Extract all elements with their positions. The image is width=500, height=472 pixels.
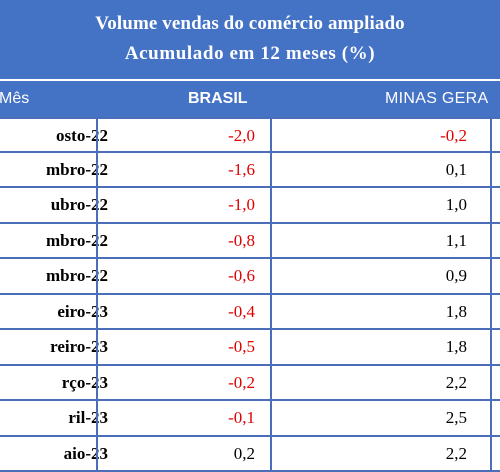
column-header-brasil: BRASIL	[188, 90, 248, 108]
cell-mes: mbro-22	[46, 160, 108, 180]
column-divider	[270, 188, 272, 222]
table-row: eiro-23 -0,4 1,8	[0, 295, 500, 331]
cell-brasil: -0,6	[160, 266, 255, 286]
column-divider	[490, 295, 492, 329]
cell-mes: mbro-22	[46, 231, 108, 251]
cell-brasil: -2,0	[160, 126, 255, 146]
table-title: Volume vendas do comércio ampliado	[0, 13, 500, 35]
table-subtitle: Acumulado em 12 meses (%)	[0, 43, 500, 65]
cell-brasil: 0,2	[160, 444, 255, 464]
table-row: ril-23 -0,1 2,5	[0, 401, 500, 437]
cell-minas: 2,2	[370, 444, 467, 464]
cell-mes: ubro-22	[51, 195, 108, 215]
table-row: mbro-22 -0,6 0,9	[0, 259, 500, 295]
column-divider	[96, 401, 98, 435]
cell-brasil: -0,2	[160, 373, 255, 393]
column-divider	[270, 401, 272, 435]
column-divider	[96, 224, 98, 258]
column-divider	[96, 366, 98, 400]
column-divider	[490, 188, 492, 222]
cell-minas: 0,1	[370, 160, 467, 180]
column-divider	[490, 330, 492, 364]
column-divider	[490, 119, 492, 151]
column-divider	[490, 259, 492, 293]
cell-minas: 2,5	[370, 408, 467, 428]
column-divider	[490, 401, 492, 435]
column-header-row: Mês BRASIL MINAS GERA	[0, 81, 500, 117]
column-divider	[96, 330, 98, 364]
table-row: ubro-22 -1,0 1,0	[0, 188, 500, 224]
cell-mes: osto-22	[56, 126, 108, 146]
column-divider	[270, 437, 272, 471]
table-row: mbro-22 -1,6 0,1	[0, 153, 500, 189]
cell-brasil: -0,4	[160, 302, 255, 322]
column-divider	[270, 366, 272, 400]
table-row: osto-22 -2,0 -0,2	[0, 117, 500, 153]
cell-brasil: -0,1	[160, 408, 255, 428]
column-divider	[490, 153, 492, 187]
cell-brasil: -1,6	[160, 160, 255, 180]
column-divider	[270, 224, 272, 258]
column-divider	[490, 437, 492, 471]
cell-mes: reiro-23	[50, 337, 108, 357]
cell-brasil: -0,8	[160, 231, 255, 251]
column-divider	[270, 259, 272, 293]
cell-mes: rço-23	[62, 373, 108, 393]
cell-minas: 1,0	[370, 195, 467, 215]
cell-brasil: -0,5	[160, 337, 255, 357]
column-divider	[96, 437, 98, 471]
cell-minas: 2,2	[370, 373, 467, 393]
column-divider	[96, 259, 98, 293]
cell-minas: 1,8	[370, 302, 467, 322]
column-divider	[96, 295, 98, 329]
column-divider	[270, 295, 272, 329]
cell-mes: eiro-23	[57, 302, 108, 322]
column-divider	[490, 366, 492, 400]
column-divider	[490, 224, 492, 258]
column-divider	[96, 119, 98, 151]
cell-mes: mbro-22	[46, 266, 108, 286]
cell-brasil: -1,0	[160, 195, 255, 215]
table-header: Volume vendas do comércio ampliado Acumu…	[0, 0, 500, 81]
table-row: reiro-23 -0,5 1,8	[0, 330, 500, 366]
cell-minas: 0,9	[370, 266, 467, 286]
cell-minas: 1,1	[370, 231, 467, 251]
table-row: aio-23 0,2 2,2	[0, 437, 500, 472]
cell-mes: ril-23	[68, 408, 108, 428]
column-divider	[270, 330, 272, 364]
cell-minas: -0,2	[370, 126, 467, 146]
table-row: mbro-22 -0,8 1,1	[0, 224, 500, 260]
cell-mes: aio-23	[64, 444, 108, 464]
column-divider	[270, 153, 272, 187]
column-header-minas: MINAS GERA	[385, 90, 488, 108]
column-divider	[96, 188, 98, 222]
column-divider	[96, 153, 98, 187]
cell-minas: 1,8	[370, 337, 467, 357]
column-divider	[270, 119, 272, 151]
table-row: rço-23 -0,2 2,2	[0, 366, 500, 402]
table-body: osto-22 -2,0 -0,2 mbro-22 -1,6 0,1 ubro-22 -1,0…	[0, 117, 500, 472]
column-header-mes: Mês	[0, 90, 29, 108]
